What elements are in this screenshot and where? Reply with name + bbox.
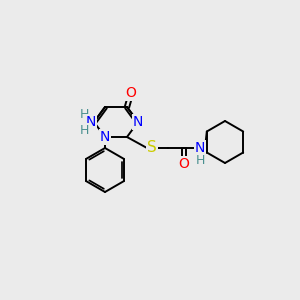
Text: N: N xyxy=(195,141,205,155)
Text: N: N xyxy=(100,130,110,144)
Text: O: O xyxy=(126,86,136,100)
Text: O: O xyxy=(178,157,189,171)
Text: O: O xyxy=(178,157,189,171)
Text: H: H xyxy=(79,107,89,121)
Text: S: S xyxy=(147,140,157,155)
Text: N: N xyxy=(133,115,143,129)
Text: H: H xyxy=(79,124,89,136)
Text: N: N xyxy=(86,115,96,129)
Text: H: H xyxy=(195,154,205,166)
Text: N: N xyxy=(133,115,143,129)
Text: N: N xyxy=(195,141,205,155)
Text: O: O xyxy=(126,86,136,100)
Text: S: S xyxy=(147,140,157,155)
Text: N: N xyxy=(100,130,110,144)
Text: H: H xyxy=(195,154,205,166)
